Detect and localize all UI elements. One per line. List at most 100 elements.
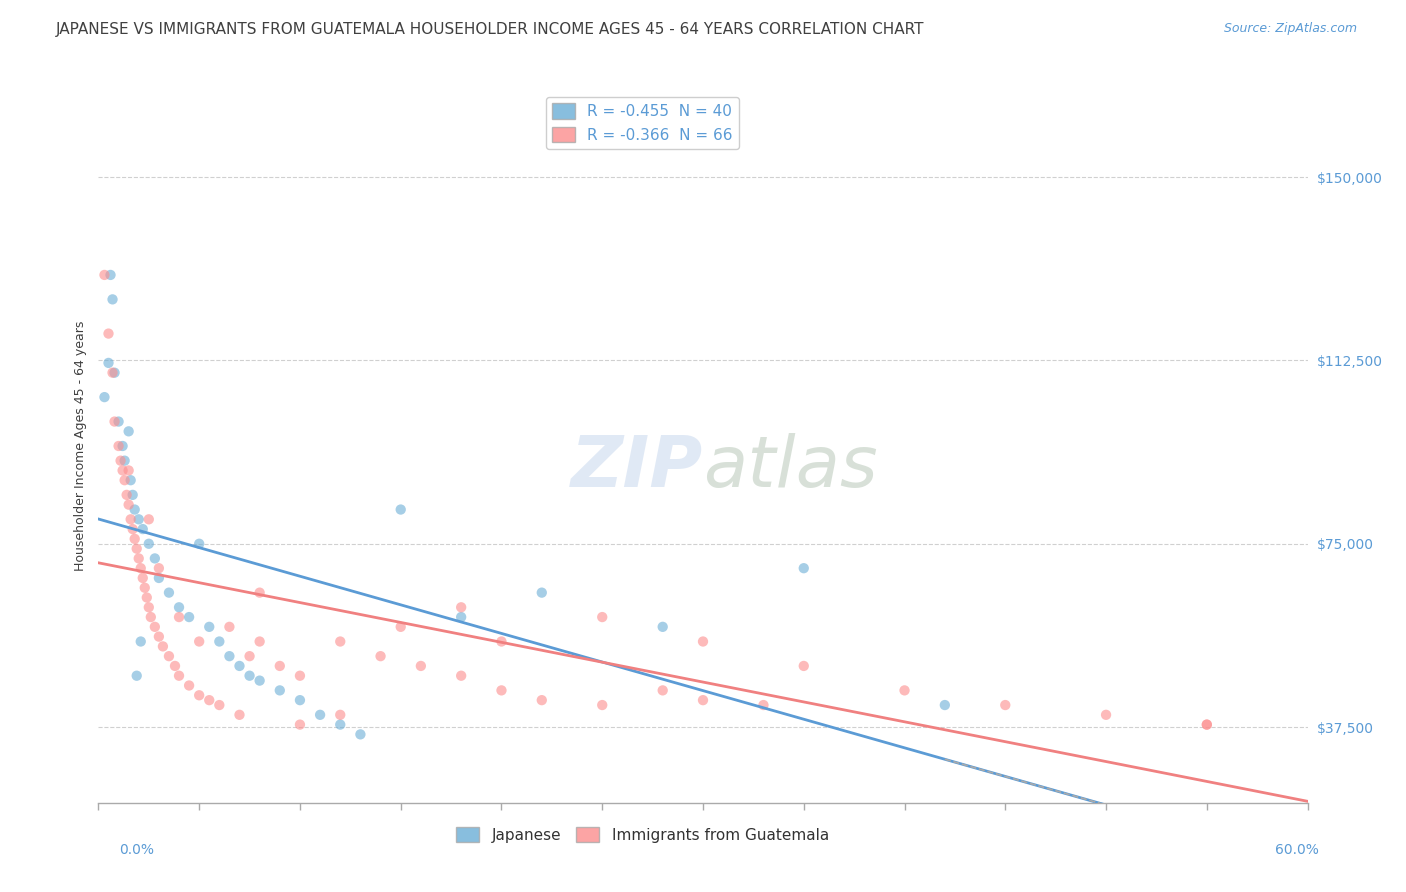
Point: [228, 707, 250, 722]
Point: [269, 659, 291, 673]
Point: [157, 585, 180, 599]
Point: [167, 600, 190, 615]
Point: [101, 293, 124, 307]
Point: [530, 585, 553, 599]
Point: [651, 620, 673, 634]
Point: [994, 698, 1017, 712]
Point: [152, 640, 174, 654]
Text: ZIP: ZIP: [571, 433, 703, 502]
Point: [118, 498, 141, 512]
Point: [139, 610, 162, 624]
Point: [179, 610, 201, 624]
Point: [128, 551, 150, 566]
Point: [349, 727, 371, 741]
Point: [269, 683, 291, 698]
Point: [692, 634, 714, 648]
Point: [124, 502, 146, 516]
Point: [101, 366, 124, 380]
Point: [692, 693, 714, 707]
Point: [148, 630, 170, 644]
Text: JAPANESE VS IMMIGRANTS FROM GUATEMALA HOUSEHOLDER INCOME AGES 45 - 64 YEARS CORR: JAPANESE VS IMMIGRANTS FROM GUATEMALA HO…: [56, 22, 925, 37]
Point: [651, 683, 673, 698]
Point: [103, 415, 125, 429]
Point: [167, 669, 190, 683]
Point: [135, 591, 157, 605]
Point: [239, 669, 262, 683]
Point: [591, 610, 613, 624]
Point: [121, 522, 143, 536]
Point: [148, 571, 170, 585]
Point: [138, 600, 160, 615]
Y-axis label: Householder Income Ages 45 - 64 years: Householder Income Ages 45 - 64 years: [75, 321, 87, 571]
Point: [1195, 717, 1218, 731]
Point: [450, 610, 472, 624]
Point: [118, 425, 141, 439]
Point: [188, 537, 211, 551]
Point: [309, 707, 332, 722]
Point: [125, 541, 148, 556]
Point: [389, 502, 412, 516]
Point: [143, 620, 166, 634]
Point: [115, 488, 138, 502]
Point: [329, 717, 352, 731]
Point: [121, 488, 143, 502]
Point: [118, 463, 141, 477]
Point: [188, 634, 211, 648]
Point: [450, 669, 472, 683]
Point: [128, 512, 150, 526]
Point: [198, 693, 221, 707]
Point: [134, 581, 156, 595]
Point: [198, 620, 221, 634]
Point: [793, 561, 815, 575]
Point: [132, 522, 155, 536]
Point: [218, 620, 240, 634]
Point: [124, 532, 146, 546]
Point: [143, 551, 166, 566]
Point: [107, 439, 129, 453]
Point: [107, 415, 129, 429]
Point: [157, 649, 180, 664]
Point: [103, 366, 125, 380]
Point: [138, 537, 160, 551]
Point: [249, 585, 271, 599]
Point: [934, 698, 956, 712]
Point: [288, 693, 311, 707]
Text: Source: ZipAtlas.com: Source: ZipAtlas.com: [1223, 22, 1357, 36]
Point: [370, 649, 392, 664]
Point: [100, 268, 122, 282]
Point: [1095, 707, 1118, 722]
Point: [129, 561, 152, 575]
Point: [167, 610, 190, 624]
Point: [132, 571, 155, 585]
Point: [491, 634, 513, 648]
Point: [752, 698, 775, 712]
Point: [114, 453, 136, 467]
Point: [93, 268, 115, 282]
Point: [491, 683, 513, 698]
Point: [93, 390, 115, 404]
Point: [1195, 717, 1218, 731]
Point: [450, 600, 472, 615]
Point: [111, 463, 134, 477]
Point: [179, 678, 201, 692]
Point: [129, 634, 152, 648]
Point: [793, 659, 815, 673]
Point: [110, 453, 132, 467]
Point: [97, 326, 120, 341]
Text: 0.0%: 0.0%: [120, 843, 155, 857]
Point: [591, 698, 613, 712]
Point: [208, 634, 231, 648]
Point: [329, 707, 352, 722]
Text: 60.0%: 60.0%: [1275, 843, 1319, 857]
Point: [329, 634, 352, 648]
Point: [389, 620, 412, 634]
Point: [208, 698, 231, 712]
Point: [530, 693, 553, 707]
Point: [120, 512, 142, 526]
Point: [218, 649, 240, 664]
Point: [97, 356, 120, 370]
Point: [148, 561, 170, 575]
Legend: Japanese, Immigrants from Guatemala: Japanese, Immigrants from Guatemala: [450, 821, 835, 848]
Point: [893, 683, 915, 698]
Point: [120, 473, 142, 487]
